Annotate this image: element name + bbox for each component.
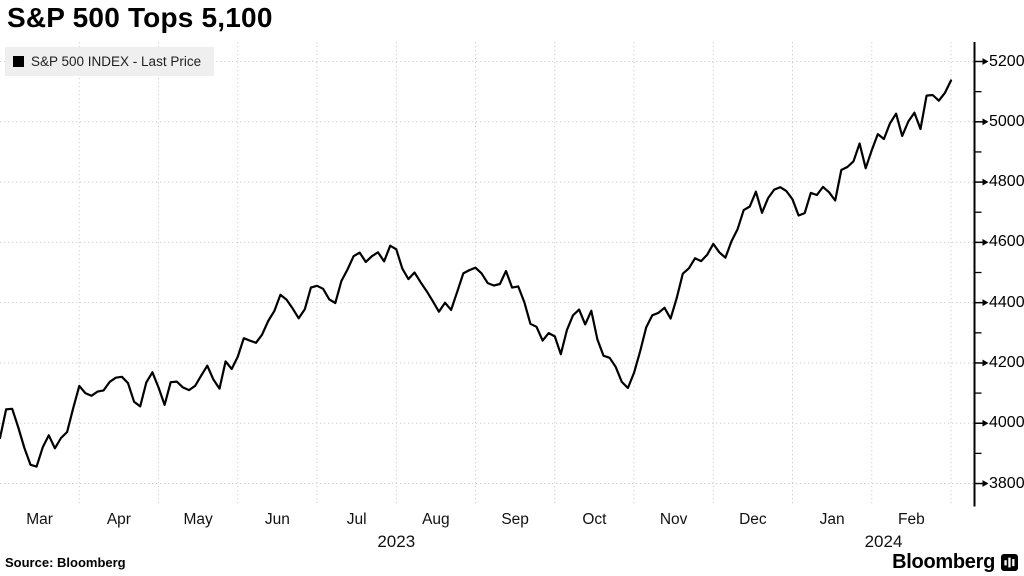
x-month-label: Jan — [819, 511, 845, 528]
price-line — [0, 79, 953, 468]
y-tick-label: 4400 — [989, 293, 1024, 311]
x-month-label: May — [183, 511, 213, 528]
x-month-label: Aug — [422, 511, 450, 528]
x-month-label: Apr — [106, 511, 131, 528]
legend-swatch-icon — [13, 56, 24, 67]
y-tick-arrow-icon — [982, 359, 989, 367]
x-month-label: Dec — [739, 511, 767, 528]
y-tick-arrow-icon — [982, 118, 989, 126]
y-tick-label: 4200 — [989, 353, 1024, 371]
y-tick-label: 4600 — [989, 233, 1024, 251]
x-month-label: Jul — [346, 511, 367, 528]
y-tick-arrow-icon — [982, 178, 989, 186]
y-tick-arrow-icon — [982, 238, 989, 246]
bloomberg-wordmark: Bloomberg — [892, 551, 995, 573]
x-year-label: 2024 — [864, 532, 903, 551]
y-tick-arrow-icon — [982, 419, 989, 427]
chart-title: S&P 500 Tops 5,100 — [7, 2, 273, 33]
x-month-label: Jun — [264, 511, 290, 528]
y-tick-label: 4800 — [989, 173, 1024, 191]
bloomberg-logo-icon — [1001, 554, 1018, 571]
source-note: Source: Bloomberg — [5, 555, 126, 570]
x-month-label: Sep — [501, 511, 529, 528]
chart-legend: S&P 500 INDEX - Last Price — [5, 47, 215, 76]
x-month-label: Nov — [659, 511, 688, 528]
bloomberg-brand: Bloomberg — [892, 551, 1018, 574]
x-month-label: Mar — [26, 511, 53, 528]
x-month-label: Feb — [898, 511, 925, 528]
y-tick-label: 4000 — [989, 414, 1024, 432]
y-tick-arrow-icon — [982, 299, 989, 307]
x-month-label: Oct — [582, 511, 607, 528]
y-tick-label: 3800 — [989, 474, 1024, 492]
y-tick-arrow-icon — [982, 58, 989, 65]
y-tick-label: 5000 — [989, 112, 1024, 130]
y-tick-label: 5200 — [989, 52, 1024, 70]
y-tick-arrow-icon — [982, 480, 989, 487]
x-year-label: 2023 — [377, 532, 416, 551]
legend-series-label: S&P 500 INDEX - Last Price — [31, 54, 202, 69]
